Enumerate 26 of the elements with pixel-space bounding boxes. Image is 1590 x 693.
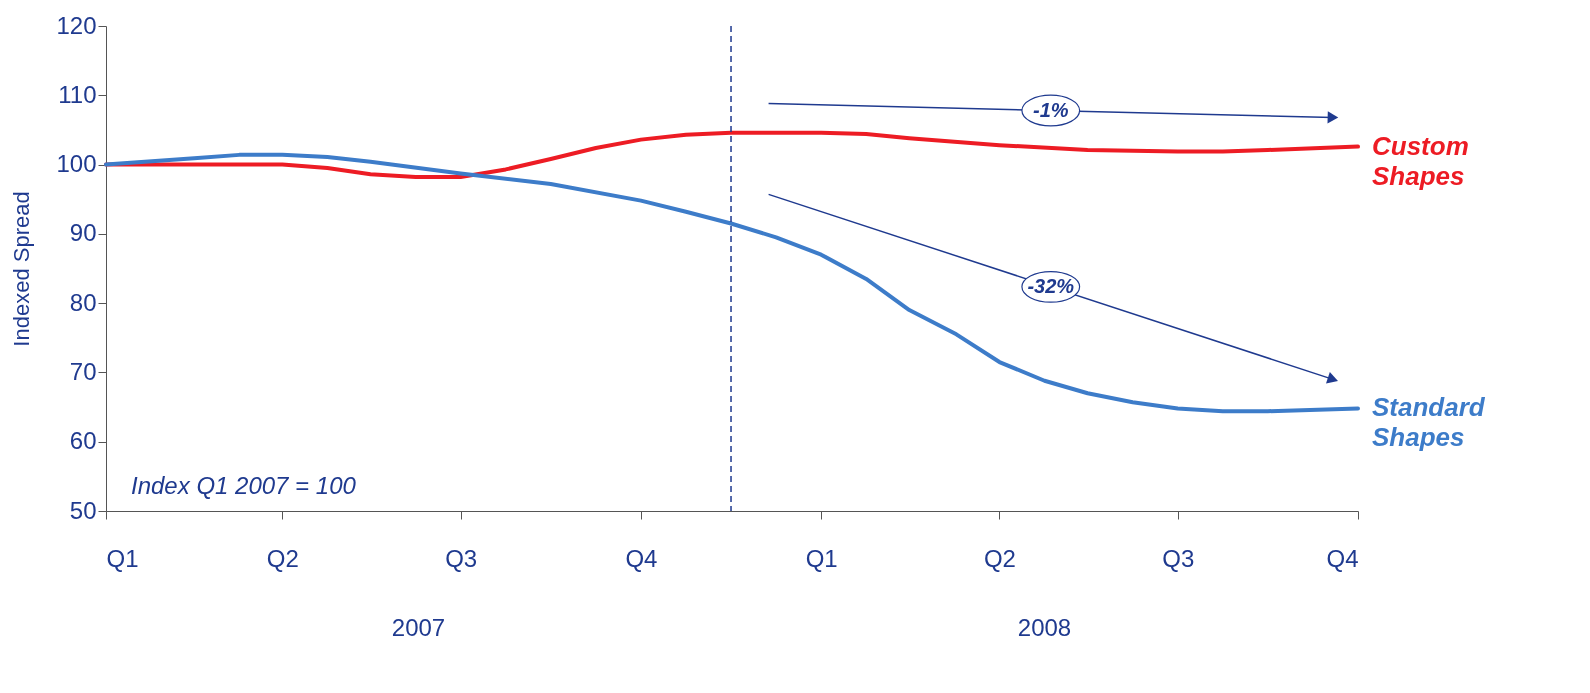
annotation: Index Q1 2007 = 100 (131, 472, 357, 499)
y-tick-label: 80 (69, 288, 97, 316)
x-tick-label: Q2 (983, 544, 1016, 572)
text: 2008 (1017, 614, 1072, 641)
y-tick-label: 70 (69, 357, 97, 385)
y-tick-label: 90 (69, 219, 97, 247)
x-tick-label: Q1 (106, 544, 139, 572)
x-tick-label: Q1 (805, 544, 838, 572)
series-label: Standard Shapes (1372, 392, 1486, 453)
y-tick-label: 60 (69, 427, 97, 455)
line-series (104, 152, 1360, 414)
y-tick-label: 100 (56, 150, 97, 178)
series-label: Custom Shapes (1372, 130, 1469, 191)
text: 2007 (391, 614, 446, 641)
y-tick-label: 110 (58, 80, 97, 108)
x-tick-label: Q3 (1162, 544, 1195, 572)
x-tick-label: Q4 (625, 544, 658, 572)
y-tick-label: 120 (56, 11, 97, 39)
x-tick-label: Q3 (445, 544, 478, 572)
x-tick-label: Q2 (266, 544, 299, 572)
y-axis-title: Indexed Spread (9, 191, 35, 347)
line-series (104, 130, 1360, 180)
annotation: -32% (1027, 274, 1075, 297)
y-tick-label: 50 (69, 496, 97, 524)
annotation: -1% (1032, 98, 1069, 121)
x-tick-label: Q4 (1326, 544, 1359, 572)
